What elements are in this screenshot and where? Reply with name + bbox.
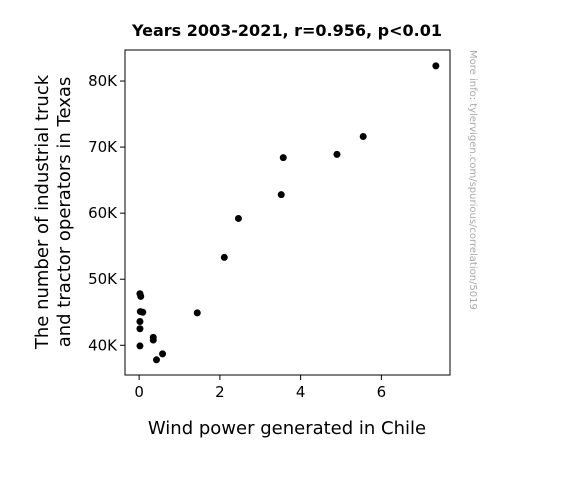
data-point bbox=[149, 336, 157, 344]
y-tick-label: 60K bbox=[88, 204, 118, 222]
data-point bbox=[137, 292, 145, 300]
y-tick-label: 80K bbox=[88, 72, 118, 90]
chart-title: Years 2003-2021, r=0.956, p<0.01 bbox=[131, 21, 442, 40]
y-tick-label: 40K bbox=[88, 336, 118, 354]
x-tick-label: 2 bbox=[215, 383, 225, 401]
x-axis-label: Wind power generated in Chile bbox=[148, 418, 426, 439]
data-point bbox=[139, 308, 147, 316]
x-tick-label: 0 bbox=[134, 383, 144, 401]
data-point bbox=[333, 150, 341, 158]
y-axis: 40K 50K 60K 70K 80K bbox=[88, 72, 125, 354]
x-tick-label: 6 bbox=[377, 383, 387, 401]
watermark-text: More info: tylervigen.com/spurious/corre… bbox=[467, 50, 478, 310]
data-point bbox=[159, 350, 167, 358]
x-tick-label: 4 bbox=[296, 383, 306, 401]
data-point bbox=[234, 214, 242, 222]
plot-area bbox=[124, 49, 451, 376]
data-point bbox=[277, 191, 285, 199]
data-point bbox=[136, 325, 144, 333]
data-point bbox=[193, 309, 201, 317]
y-tick-label: 70K bbox=[88, 138, 118, 156]
data-point bbox=[136, 342, 144, 350]
data-point bbox=[136, 317, 144, 325]
data-point bbox=[220, 253, 228, 261]
data-point bbox=[359, 133, 367, 141]
y-axis-label-line-2: and tractor operators in Texas bbox=[54, 77, 75, 348]
data-point bbox=[152, 356, 160, 364]
y-axis-label-line-1: The number of industrial truck bbox=[32, 74, 53, 350]
y-axis-label: The number of industrial truck and tract… bbox=[32, 74, 75, 350]
x-axis: 0 2 4 6 bbox=[134, 375, 386, 401]
y-tick-label: 50K bbox=[88, 270, 118, 288]
data-point bbox=[279, 154, 287, 162]
data-points bbox=[136, 62, 440, 364]
data-point bbox=[432, 62, 440, 70]
